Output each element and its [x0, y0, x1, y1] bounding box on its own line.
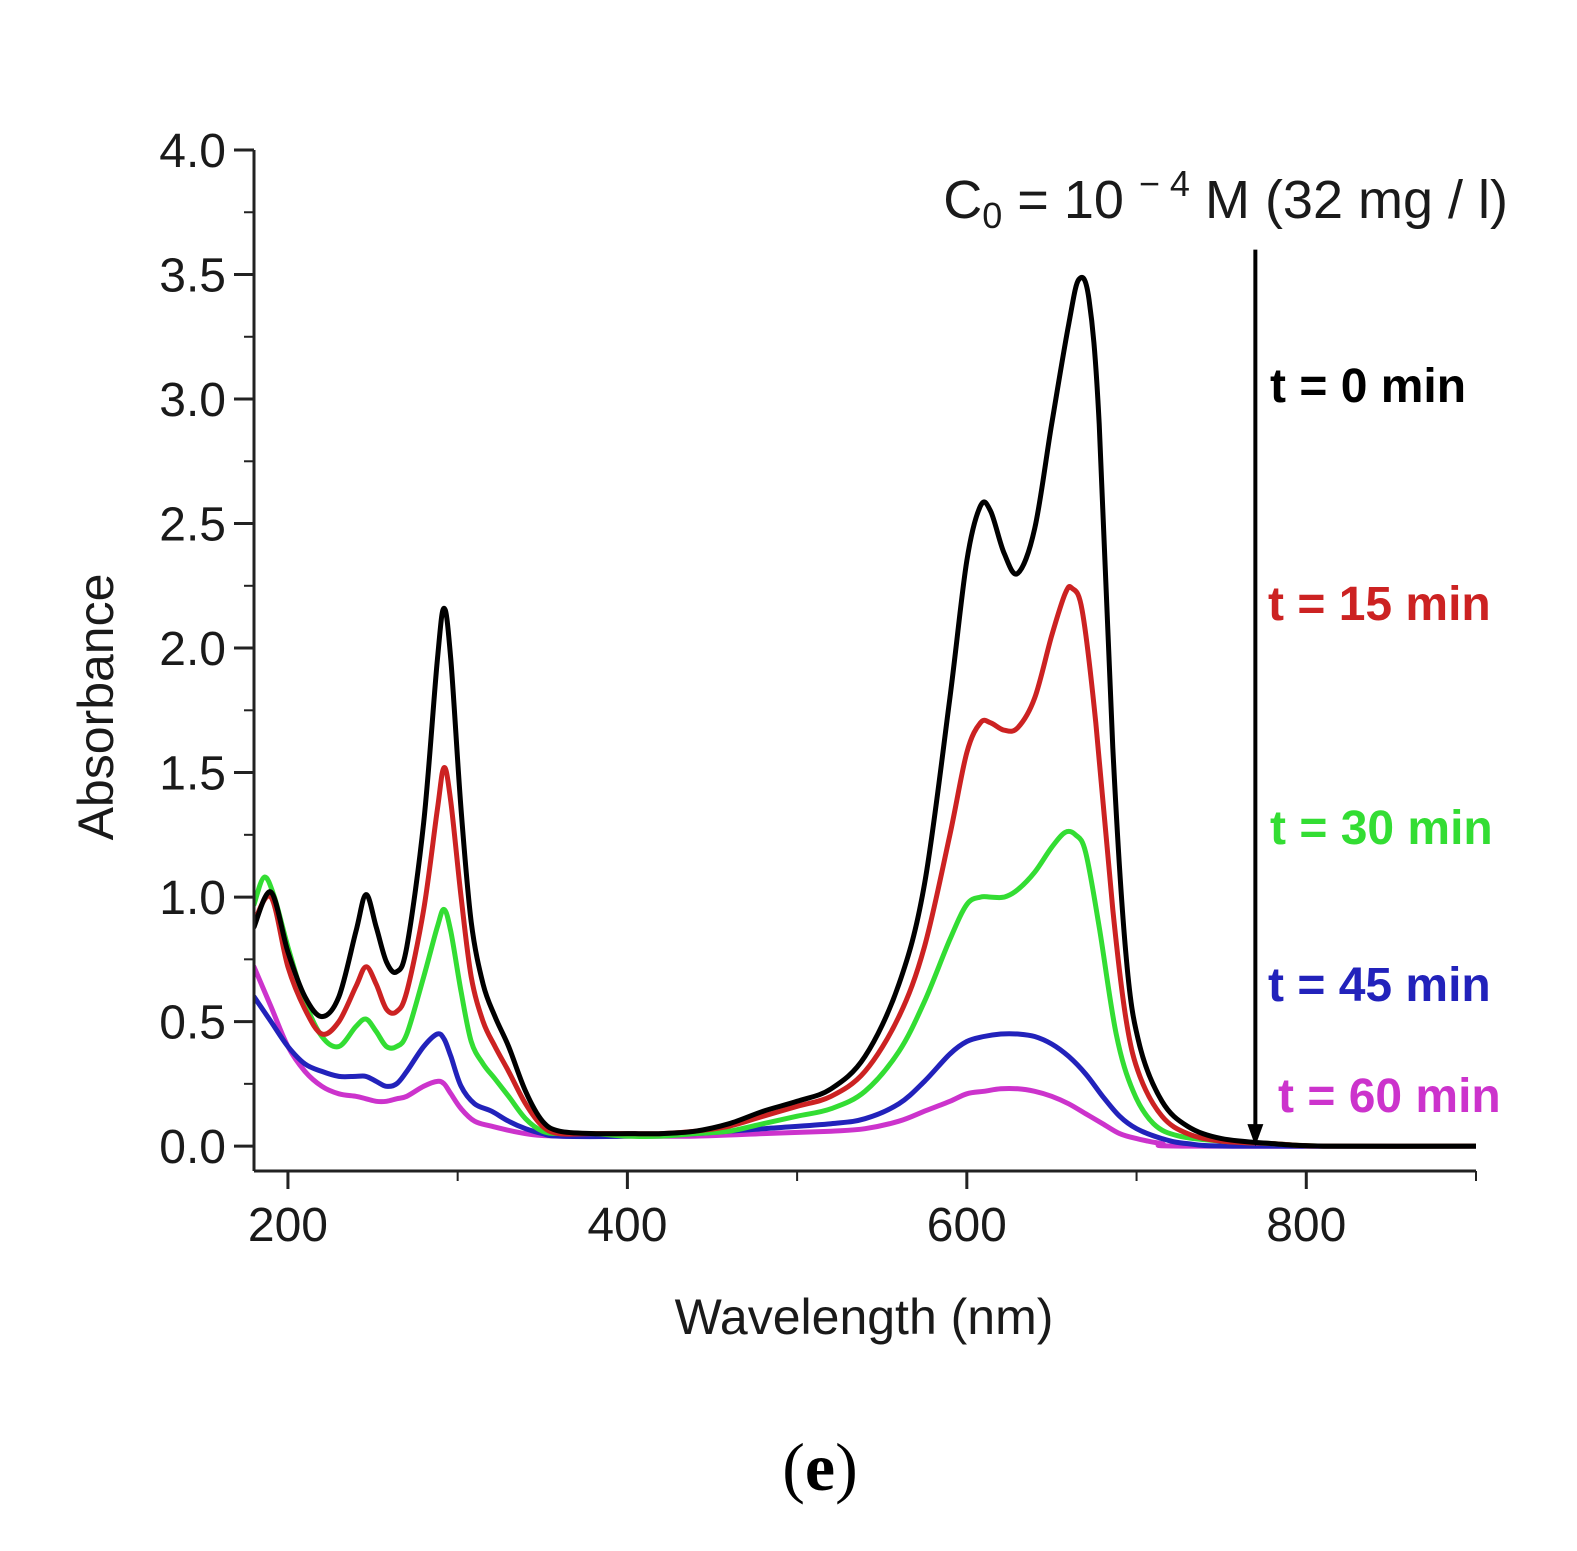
- x-axis-label: Wavelength (nm): [675, 1289, 1054, 1345]
- x-tick-label: 400: [587, 1199, 667, 1252]
- legend-label: t = 15 min: [1268, 578, 1491, 631]
- legend-label: t = 0 min: [1270, 360, 1466, 413]
- y-tick-label: 0.5: [159, 997, 226, 1050]
- legend-label: t = 45 min: [1268, 959, 1491, 1012]
- axes-layer: 0.0 0.5 1.0 1.5 2.0 2.5 3.0 3.5 4.0 200 400 600 800: [159, 125, 1477, 1252]
- y-tick-label: 1.5: [159, 748, 226, 801]
- y-tick-label: 4.0: [159, 125, 226, 178]
- y-tick-label: 0.0: [159, 1121, 226, 1174]
- y-tick-label: 3.5: [159, 250, 226, 303]
- series-line-t15min: [254, 584, 1476, 1149]
- concentration-annotation: C0 = 10 − 4 M (32 mg / l): [943, 163, 1508, 236]
- x-tick-label: 200: [248, 1199, 328, 1252]
- labels-layer: C0 = 10 − 4 M (32 mg / l) Wavelength (nm…: [68, 163, 1508, 1505]
- legend-layer: t = 0 min t = 15 min t = 30 min t = 45 min t…: [1268, 360, 1501, 1123]
- legend-label: t = 60 min: [1278, 1070, 1501, 1123]
- x-tick-label: 800: [1266, 1199, 1346, 1252]
- x-tick-label: 600: [927, 1199, 1007, 1252]
- legend-label: t = 30 min: [1270, 802, 1493, 855]
- y-tick-label: 2.0: [159, 623, 226, 676]
- y-tick-label: 2.5: [159, 499, 226, 552]
- y-axis-label: Absorbance: [68, 574, 124, 841]
- y-tick-label: 1.0: [159, 872, 226, 925]
- y-tick-label: 3.0: [159, 374, 226, 427]
- series-line-t0min: [254, 274, 1476, 1149]
- time-arrow-head-icon: [1247, 1124, 1264, 1147]
- panel-label: (e): [782, 1429, 858, 1505]
- series-layer: [254, 274, 1476, 1149]
